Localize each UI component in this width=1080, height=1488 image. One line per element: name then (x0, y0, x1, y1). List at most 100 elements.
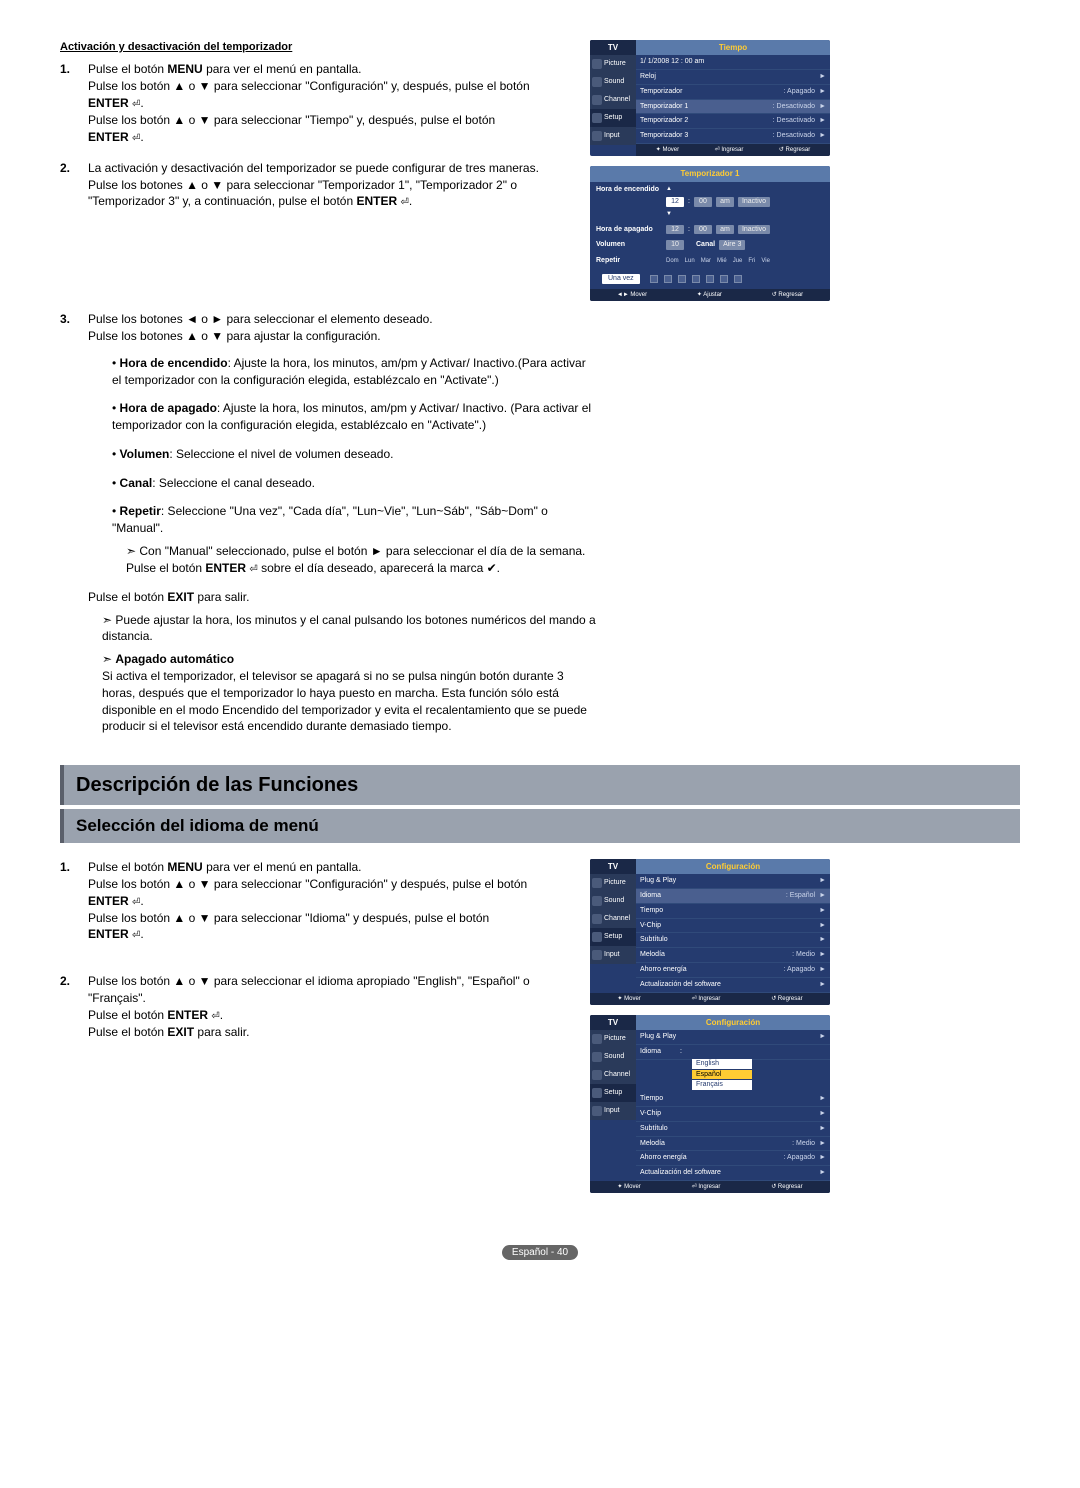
osd-menu-row: Melodía: Medio► (636, 1137, 830, 1152)
side-icon (592, 950, 602, 960)
osd-main: Configuración Plug & Play►Idioma: Españo… (636, 859, 830, 993)
osd-menu-row: Plug & Play► (636, 1030, 830, 1045)
day-checkbox (734, 275, 742, 283)
osd-side-item: Channel (590, 910, 636, 928)
osd-menu-row: Actualización del software► (636, 1166, 830, 1181)
day-checkbox (664, 275, 672, 283)
osd-footer-item: ✦ Ajustar (697, 291, 722, 299)
enter-icon (132, 96, 140, 110)
osd-sidebar-title: TV (590, 40, 636, 55)
side-icon (592, 896, 602, 906)
osd-menu-row: Temporizador 3: Desactivado► (636, 129, 830, 144)
osd-footer-item: ⏎ Ingresar (692, 1183, 721, 1191)
timer-state: Inactivo (738, 197, 770, 207)
side-icon (592, 113, 602, 123)
side-icon (592, 932, 602, 942)
timer-off-row: Hora de apagado 12: 00 am Inactivo (590, 222, 830, 238)
bullet-canal: • Canal: Seleccione el canal deseado. (112, 475, 598, 492)
osd-footer-item: ✦ Mover (617, 1183, 640, 1191)
osd-footer-item: ✦ Mover (656, 146, 679, 154)
section-header-idioma: Selección del idioma de menú (60, 809, 1020, 843)
osd-footer: ✦ Mover⏎ Ingresar↺ Regresar (590, 1181, 830, 1193)
osd-menu-row: V-Chip► (636, 919, 830, 934)
side-icon (592, 131, 602, 141)
section-idioma: 1. Pulse el botón MENU para ver el menú … (60, 859, 1020, 1203)
bullet-apagado: • Hora de apagado: Ajuste la hora, los m… (112, 400, 598, 434)
osd-menu-row: Plug & Play► (636, 874, 830, 889)
page-footer: Español - 40 (60, 1243, 1020, 1260)
section-timer: Activación y desactivación del temporiza… (60, 40, 1020, 311)
osd-menu-row: Tiempo► (636, 1092, 830, 1107)
enter-icon (249, 561, 257, 575)
step-num: 2. (60, 160, 88, 211)
osd-tiempo: TV PictureSoundChannelSetupInput Tiempo … (590, 40, 830, 156)
day-checkbox (678, 275, 686, 283)
osd-side-item: Setup (590, 109, 636, 127)
side-icon (592, 1070, 602, 1080)
step-content: Pulse el botón MENU para ver el menú en … (88, 859, 570, 943)
enter-icon (132, 894, 140, 908)
timer-on-row: Hora de encendido ▲ (590, 182, 830, 198)
osd-menu-row: Ahorro energía: Apagado► (636, 963, 830, 978)
osd-menu-row: Subtítulo► (636, 933, 830, 948)
text-column: Activación y desactivación del temporiza… (60, 40, 570, 311)
osd-footer: ✦ Mover ⏎ Ingresar ↺ Regresar (636, 144, 830, 156)
osd-footer: ◄► Mover ✦ Ajustar ↺ Regresar (590, 289, 830, 301)
step-num: 3. (60, 311, 88, 735)
step-num: 1. (60, 859, 88, 943)
section-title: Activación y desactivación del temporiza… (60, 40, 570, 55)
osd-side-item: Input (590, 1102, 636, 1120)
step-content: Pulse los botón ▲ o ▼ para seleccionar e… (88, 973, 570, 1040)
osd-sidebar: TV PictureSoundChannelSetupInput (590, 1015, 636, 1120)
step-1: 1. Pulse el botón MENU para ver el menú … (60, 859, 570, 943)
section-header-funciones: Descripción de las Funciones (60, 765, 1020, 805)
osd-footer-item: ↺ Regresar (779, 146, 810, 154)
osd-side-item: Channel (590, 1066, 636, 1084)
step-1: 1. Pulse el botón MENU para ver el menú … (60, 61, 570, 145)
page-number: Español - 40 (502, 1245, 578, 1260)
osd-menu-row: Subtítulo► (636, 1122, 830, 1137)
osd-side-item: Channel (590, 91, 636, 109)
enter-icon (400, 194, 408, 208)
timer-hour: 12 (666, 197, 684, 207)
osd-side-item: Picture (590, 1030, 636, 1048)
enter-icon (132, 130, 140, 144)
osd-menu-row: Melodía: Medio► (636, 948, 830, 963)
step3-list: 3. Pulse los botones ◄ o ► para seleccio… (60, 311, 1020, 735)
osd-menu-row: Idioma: (636, 1045, 830, 1060)
step-content: Pulse los botones ◄ o ► para seleccionar… (88, 311, 598, 735)
osd-date-row: 1/ 1/2008 12 : 00 am (636, 55, 830, 70)
osd-menu-row: Reloj► (636, 70, 830, 85)
arrow-numeric: Puede ajustar la hora, los minutos y el … (102, 612, 598, 646)
screens-column: TV PictureSoundChannelSetupInput Configu… (590, 859, 830, 1203)
osd-sidebar: TV PictureSoundChannelSetupInput (590, 859, 636, 964)
osd-footer-item: ↺ Regresar (772, 291, 803, 299)
side-icon (592, 1034, 602, 1044)
text-column: 1. Pulse el botón MENU para ver el menú … (60, 859, 570, 1203)
step-3: 3. Pulse los botones ◄ o ► para seleccio… (60, 311, 1020, 735)
osd-menu-row: Ahorro energía: Apagado► (636, 1151, 830, 1166)
step-2: 2. La activación y desactivación del tem… (60, 160, 570, 211)
osd-footer-item: ◄► Mover (617, 291, 647, 299)
osd-menu-row: Actualización del software► (636, 978, 830, 993)
day-checkbox (692, 275, 700, 283)
osd-config-2: TV PictureSoundChannelSetupInput Configu… (590, 1015, 830, 1193)
step-num: 2. (60, 973, 88, 1040)
osd-footer-item: ✦ Mover (617, 995, 640, 1003)
osd-footer-item: ↺ Regresar (771, 995, 802, 1003)
day-checkbox (706, 275, 714, 283)
side-icon (592, 77, 602, 87)
steps-list-2: 1. Pulse el botón MENU para ver el menú … (60, 859, 570, 1041)
step-num: 1. (60, 61, 88, 145)
side-icon (592, 1088, 602, 1098)
osd-side-item: Sound (590, 73, 636, 91)
side-icon (592, 59, 602, 69)
day-checkbox (720, 275, 728, 283)
language-option: Español (692, 1070, 752, 1080)
day-checkbox (650, 275, 658, 283)
bullet-repetir: • Repetir: Seleccione "Una vez", "Cada d… (112, 503, 598, 576)
sub-bullets: • Hora de encendido: Ajuste la hora, los… (112, 355, 598, 577)
osd-footer-item: ⏎ Ingresar (715, 146, 744, 154)
timer-ampm: am (716, 197, 734, 207)
enter-icon (211, 1008, 219, 1022)
